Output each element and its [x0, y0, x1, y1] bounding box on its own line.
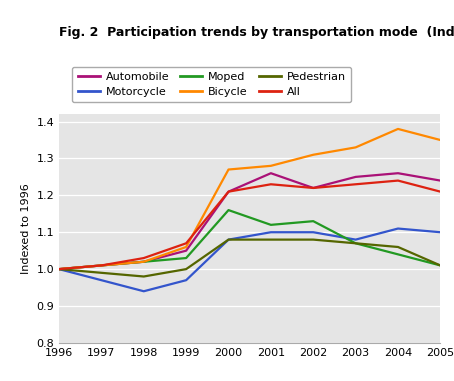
- Text: Fig. 2  Participation trends by transportation mode  (Indexed to 1996): Fig. 2 Participation trends by transport…: [59, 26, 454, 40]
- Legend: Automobile, Motorcycle, Moped, Bicycle, Pedestrian, All: Automobile, Motorcycle, Moped, Bicycle, …: [72, 67, 351, 102]
- Y-axis label: Indexed to 1996: Indexed to 1996: [21, 183, 31, 274]
